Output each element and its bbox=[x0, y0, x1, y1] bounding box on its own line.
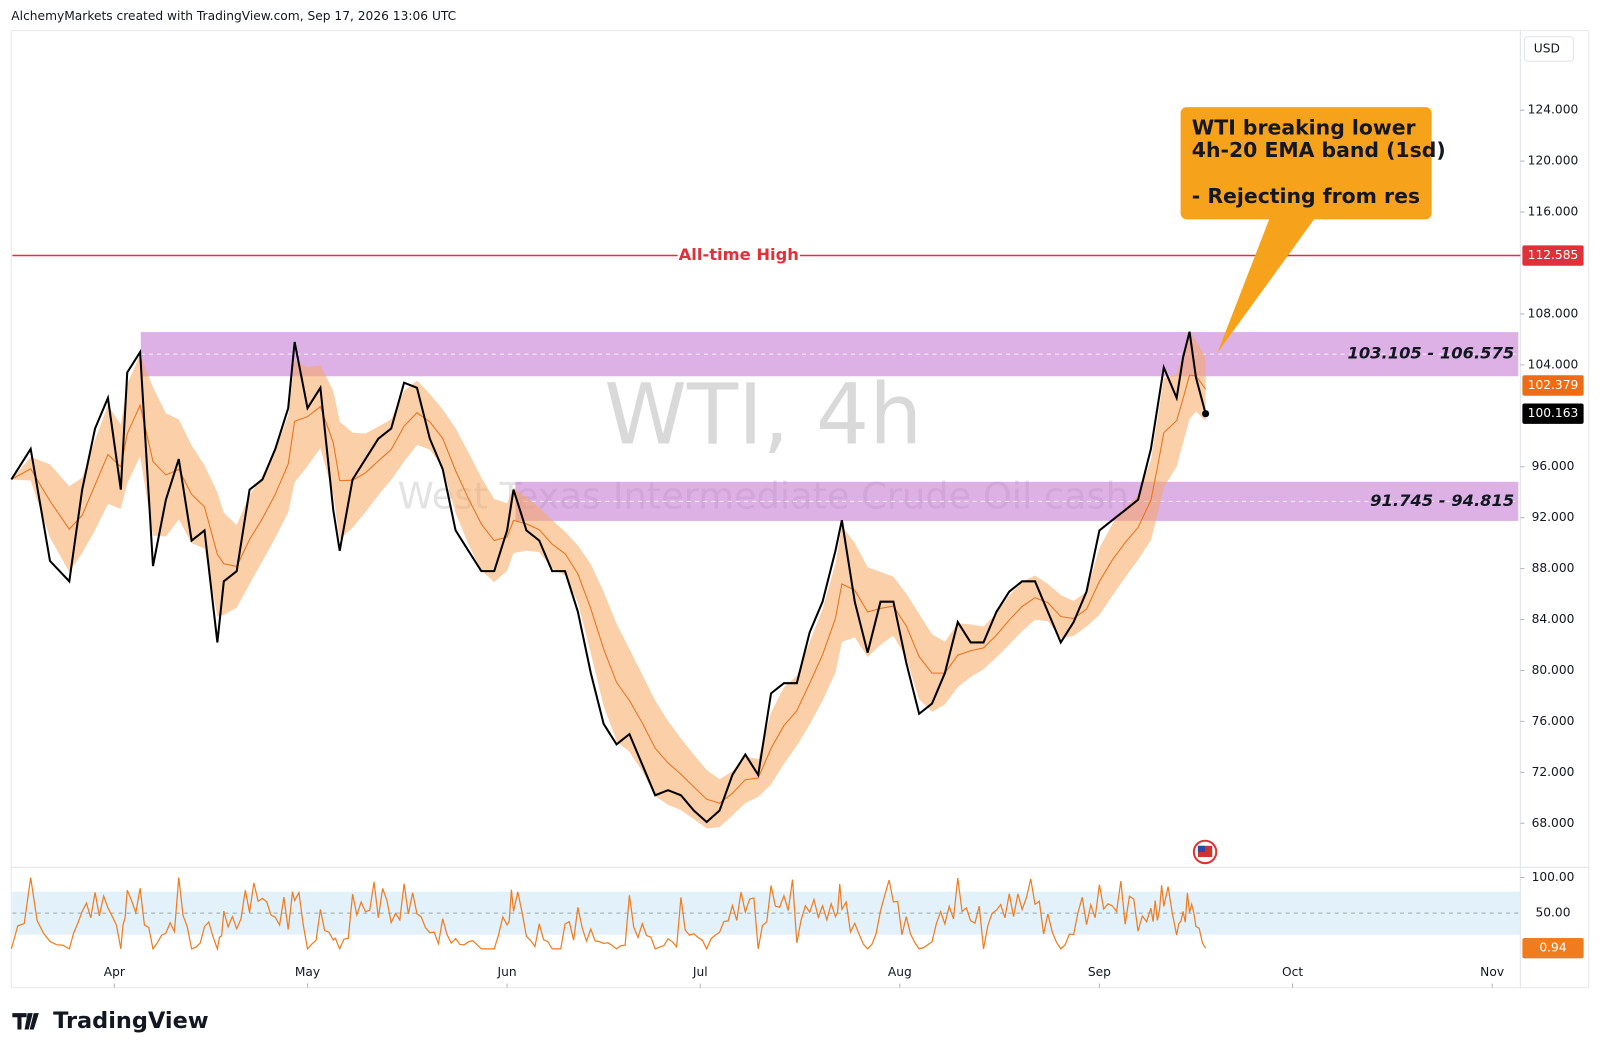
y-tick-label: 88.000 bbox=[1532, 561, 1575, 575]
y-tick-label: 68.000 bbox=[1532, 816, 1575, 830]
y-tick-label: 76.000 bbox=[1532, 714, 1575, 728]
y-tick-label: 92.000 bbox=[1532, 510, 1575, 524]
x-tick-label: Nov bbox=[1480, 965, 1504, 979]
flag-canton bbox=[1197, 845, 1206, 852]
callout: WTI breaking lower 4h-20 EMA band (1sd) … bbox=[1180, 107, 1446, 354]
brand: TradingView bbox=[53, 1008, 208, 1034]
oscillator-line bbox=[10, 877, 1207, 952]
last-price-label: 100.163 bbox=[1528, 406, 1579, 420]
ath-price-label: 112.585 bbox=[1528, 248, 1579, 262]
y-tick-label: 124.000 bbox=[1528, 103, 1579, 117]
callout-pointer bbox=[1217, 216, 1317, 354]
brand-logo: TradingView bbox=[12, 1008, 209, 1034]
oscillator-tick-label: 50.00 bbox=[1535, 906, 1570, 920]
x-tick-label: Jun bbox=[497, 965, 517, 979]
y-tick-label: 120.000 bbox=[1528, 154, 1579, 168]
x-tick-label: Oct bbox=[1282, 965, 1303, 979]
oscillator-tick-label: 100.00 bbox=[1532, 870, 1575, 884]
x-tick-label: Aug bbox=[888, 965, 912, 979]
y-tick-label: 116.000 bbox=[1528, 205, 1579, 219]
zone-label: 103.105 - 106.575 bbox=[1347, 344, 1514, 363]
oscillator-last-label: 0.94 bbox=[1539, 941, 1566, 955]
x-tick-label: Sep bbox=[1088, 965, 1111, 979]
x-tick-label: Jul bbox=[692, 965, 708, 979]
watermark-symbol: WTI, 4h bbox=[604, 365, 922, 463]
y-tick-label: 108.000 bbox=[1528, 306, 1579, 320]
ath-label-bg bbox=[677, 244, 800, 267]
frame bbox=[10, 30, 1590, 989]
zone-label: 91.745 - 94.815 bbox=[1370, 491, 1514, 510]
ema-price-label-bg bbox=[1522, 375, 1584, 396]
callout-line: WTI breaking lower bbox=[1192, 116, 1416, 140]
callout-line: - Rejecting from res bbox=[1192, 184, 1420, 208]
credit: AlchemyMarkets created with TradingView.… bbox=[11, 9, 456, 23]
currency: USD bbox=[1534, 41, 1560, 55]
last-point bbox=[1202, 410, 1210, 418]
flag-icon bbox=[1192, 839, 1218, 865]
marks: 124.000 120.000 116.000 108.000 104.000 96.00… bbox=[10, 103, 1584, 988]
ath-price-label-bg bbox=[1522, 245, 1584, 266]
x-tick-label: May bbox=[295, 965, 320, 979]
y-tick-label: 72.000 bbox=[1532, 765, 1575, 779]
oscillator-last-bg bbox=[1522, 938, 1584, 959]
price-line bbox=[10, 331, 1207, 824]
y-tick-label: 84.000 bbox=[1532, 612, 1575, 626]
x-tick-label: Apr bbox=[104, 965, 126, 979]
ema-band bbox=[11, 331, 1206, 829]
ema-price-label: 102.379 bbox=[1528, 378, 1579, 392]
ath-label: All-time High bbox=[679, 245, 799, 264]
y-tick-label: 80.000 bbox=[1532, 663, 1575, 677]
currency-box bbox=[1523, 36, 1574, 62]
y-tick-label: 96.000 bbox=[1532, 459, 1575, 473]
ema-line bbox=[11, 374, 1207, 804]
callout-box bbox=[1180, 107, 1432, 220]
last-price-label-bg bbox=[1522, 403, 1584, 424]
y-tick-label: 104.000 bbox=[1528, 357, 1579, 371]
callout-line: 4h-20 EMA band (1sd) bbox=[1192, 138, 1446, 162]
logo-mark bbox=[12, 1013, 39, 1030]
